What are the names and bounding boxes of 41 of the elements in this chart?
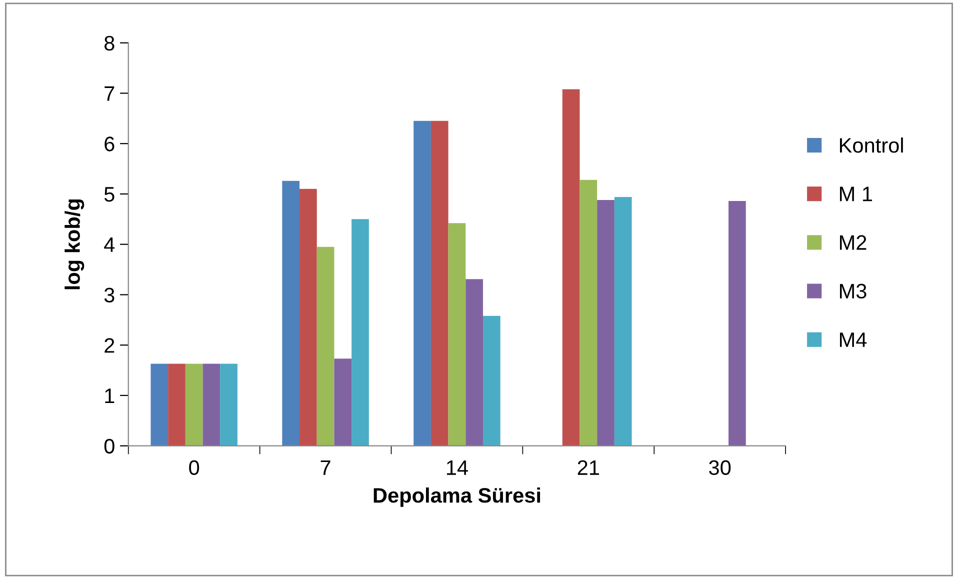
bar <box>316 246 334 446</box>
x-tick-label: 30 <box>709 460 731 476</box>
bar <box>614 196 632 446</box>
x-tick-label: 14 <box>446 460 468 475</box>
x-tick-label: 0 <box>189 460 200 476</box>
y-tick-label: 4 <box>104 238 115 252</box>
bar <box>562 89 580 446</box>
x-tick-label: 21 <box>578 460 599 475</box>
legend-label: M4 <box>840 332 867 347</box>
x-axis-title: Depolama Süresi <box>374 487 540 507</box>
y-tick-label: 5 <box>104 187 114 202</box>
y-tick-label: 6 <box>104 136 114 152</box>
bar <box>202 364 220 446</box>
bar <box>580 180 598 446</box>
legend-label: M 1 <box>840 186 872 202</box>
bar <box>430 120 448 446</box>
bar <box>334 358 352 446</box>
bar <box>282 180 300 446</box>
y-axis-title: log kob/g <box>64 199 84 290</box>
bar <box>597 200 614 446</box>
y-tick-label: 3 <box>104 288 114 302</box>
y-tick-label: 8 <box>104 36 114 51</box>
bar <box>414 120 431 446</box>
legend-label: Kontrol <box>840 137 903 153</box>
bar <box>150 364 168 446</box>
bar <box>185 364 203 446</box>
bar <box>300 188 317 446</box>
bar <box>482 316 500 446</box>
legend-label: M3 <box>840 284 866 299</box>
bar <box>728 201 746 446</box>
bar <box>466 279 483 446</box>
legend-label: M2 <box>840 235 866 250</box>
y-tick-label: 2 <box>104 338 114 353</box>
x-tick-label: 7 <box>320 460 330 475</box>
y-tick-label: 1 <box>105 388 114 404</box>
y-tick-label: 7 <box>104 86 114 101</box>
bar <box>220 364 238 446</box>
bar <box>448 223 466 446</box>
bar <box>352 219 369 446</box>
bar <box>168 364 186 446</box>
y-tick-label: 0 <box>104 438 114 454</box>
